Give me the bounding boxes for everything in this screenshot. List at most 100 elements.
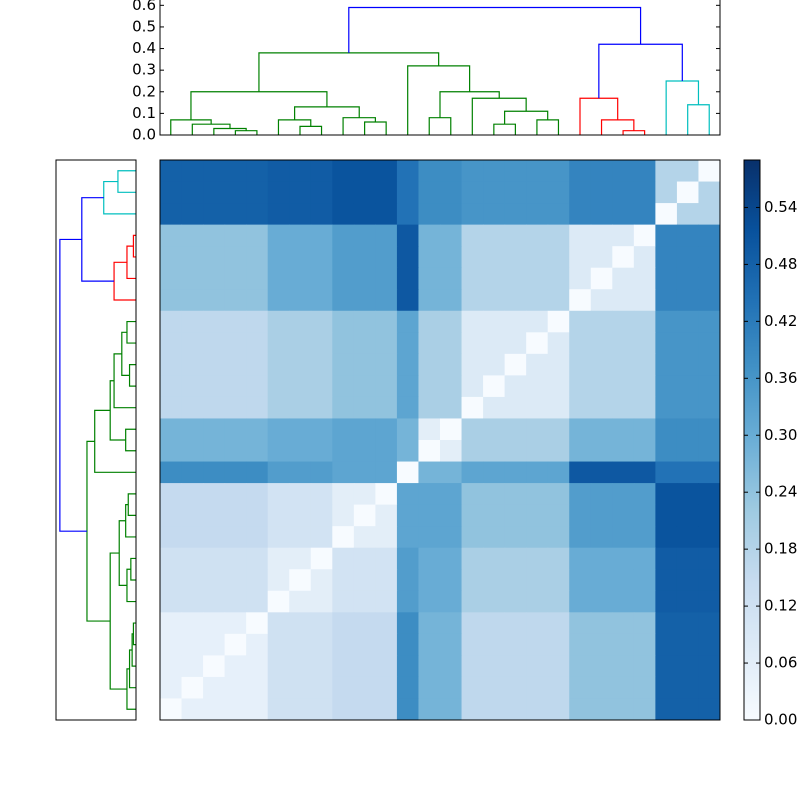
colorbar-tick-label: 0.06 [764, 654, 797, 672]
heatmap-cell [526, 569, 549, 592]
heatmap-cell [181, 181, 204, 204]
heatmap-cell [483, 526, 506, 549]
heatmap-cell [375, 676, 398, 699]
heatmap-cell [590, 698, 613, 721]
row-dendrogram-link [128, 364, 136, 387]
row-dendrogram-link [94, 409, 136, 473]
heatmap-cell [526, 203, 549, 226]
heatmap-cell [310, 698, 333, 721]
heatmap-cell [569, 633, 592, 656]
heatmap-cell [676, 655, 699, 678]
heatmap-cell [396, 633, 419, 656]
heatmap-cell [310, 332, 333, 355]
heatmap-cell [633, 504, 656, 527]
heatmap-cell [655, 160, 678, 183]
heatmap-cell [655, 353, 678, 376]
heatmap-cell [224, 440, 247, 463]
heatmap-cell [569, 353, 592, 376]
row-dendrogram-link [109, 380, 126, 441]
heatmap-cell [289, 310, 312, 333]
heatmap-cell [289, 526, 312, 549]
heatmap-cell [353, 547, 376, 570]
heatmap-cell [310, 289, 333, 312]
heatmap-cell [310, 526, 333, 549]
heatmap-cell [160, 332, 183, 355]
heatmap-cell [655, 547, 678, 570]
dendrogram-link [598, 43, 683, 99]
heatmap-cell [440, 676, 463, 699]
heatmap-cell [246, 203, 269, 226]
heatmap-cell [655, 655, 678, 678]
heatmap-cell [396, 698, 419, 721]
heatmap-cell [698, 267, 721, 290]
heatmap-cell [590, 418, 613, 441]
heatmap-cell [224, 483, 247, 506]
heatmap-cell [418, 461, 441, 484]
heatmap-cell [224, 590, 247, 613]
heatmap-cell [590, 353, 613, 376]
heatmap-cell [440, 160, 463, 183]
heatmap-cell [569, 526, 592, 549]
heatmap-cell [310, 612, 333, 635]
heatmap-cell [396, 267, 419, 290]
heatmap-cell [461, 612, 484, 635]
heatmap-cell [181, 590, 204, 613]
dendrogram-link [665, 80, 700, 135]
heatmap-cell [203, 461, 226, 484]
heatmap-cell [483, 461, 506, 484]
heatmap-cell [504, 655, 527, 678]
dendrogram-frame [159, 0, 721, 136]
heatmap-cell [203, 440, 226, 463]
heatmap-cell [310, 396, 333, 419]
heatmap-cell [612, 160, 635, 183]
heatmap-cell [698, 289, 721, 312]
heatmap-cell [440, 526, 463, 549]
heatmap-cell [655, 267, 678, 290]
heatmap-cell [418, 590, 441, 613]
heatmap-cell [332, 612, 355, 635]
heatmap-cell [440, 246, 463, 269]
heatmap-cell [353, 633, 376, 656]
heatmap-cell [353, 396, 376, 419]
heatmap-cell [504, 160, 527, 183]
dendrogram-link [536, 119, 560, 135]
dendrogram-link [687, 104, 710, 135]
heatmap-cell [461, 332, 484, 355]
heatmap-cell [590, 569, 613, 592]
heatmap-cell [375, 483, 398, 506]
heatmap-cell [203, 483, 226, 506]
heatmap-cell [547, 160, 570, 183]
heatmap-cell [655, 289, 678, 312]
heatmap-cell [181, 547, 204, 570]
heatmap-cell [504, 504, 527, 527]
heatmap-cell [483, 332, 506, 355]
heatmap-cell [353, 418, 376, 441]
heatmap-cell [633, 353, 656, 376]
heatmap-cell [698, 676, 721, 699]
dendrogram-link [299, 125, 323, 135]
heatmap-cell [289, 181, 312, 204]
dendrogram-link [364, 121, 387, 135]
heatmap-cell [224, 396, 247, 419]
colorbar-tick-label: 0.00 [764, 711, 797, 729]
heatmap-cell [181, 612, 204, 635]
heatmap-cell [332, 418, 355, 441]
heatmap-cell [569, 289, 592, 312]
heatmap-cell [633, 267, 656, 290]
heatmap-cell [310, 203, 333, 226]
dendrogram-link [600, 119, 635, 135]
heatmap-cell [676, 440, 699, 463]
heatmap-cell [676, 569, 699, 592]
heatmap-cell [698, 440, 721, 463]
heatmap-cell [289, 461, 312, 484]
heatmap-cell [676, 676, 699, 699]
heatmap-cell [612, 676, 635, 699]
heatmap-cell [633, 461, 656, 484]
heatmap-cell [655, 396, 678, 419]
heatmap-cell [526, 655, 549, 678]
heatmap-cell [246, 375, 269, 398]
heatmap-cell [375, 418, 398, 441]
heatmap-cell [461, 569, 484, 592]
heatmap-cell [590, 375, 613, 398]
